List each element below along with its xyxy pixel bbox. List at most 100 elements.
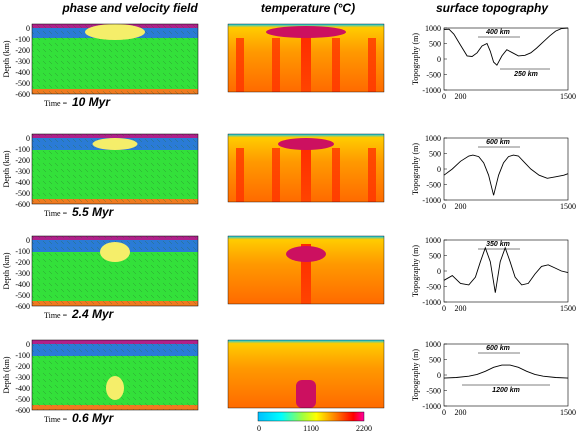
- topo-tick-label: -500: [426, 283, 441, 292]
- topo-tick-label: 1000: [425, 340, 441, 349]
- downwelling: [272, 148, 280, 202]
- phase-frame: [31, 133, 199, 205]
- plume-stem: [301, 142, 311, 202]
- depth-tick-label: -300: [15, 269, 30, 278]
- downwelling: [236, 148, 244, 202]
- topo-tick-label: -1000: [422, 402, 441, 411]
- x-tick-label: 1500: [560, 408, 576, 417]
- temperature-panel: [227, 23, 385, 93]
- depth-ticks: 0 -100 -200 -300 -400 -500 -600: [15, 236, 30, 311]
- downwelling: [236, 38, 244, 92]
- topography-line: [443, 154, 569, 196]
- annotation-primary: 400 km: [485, 29, 510, 36]
- x-tick-label: 200: [455, 92, 467, 101]
- topo-tick-label: -500: [426, 71, 441, 80]
- annotation-primary: 600 km: [486, 345, 510, 352]
- phase-frame: [31, 339, 199, 411]
- downwelling: [332, 38, 340, 92]
- depth-ticks: 0 -100 -200 -300 -400 -500 -600: [15, 24, 30, 99]
- x-tick-label: 0: [442, 92, 446, 101]
- plume-head: [266, 26, 346, 38]
- depth-tick-label: -500: [15, 79, 30, 88]
- plume-head: [286, 246, 326, 262]
- x-tick-label: 0: [442, 408, 446, 417]
- time-word: Time =: [44, 415, 68, 424]
- plume-stem: [301, 32, 311, 92]
- colorbar-mid: 1100: [303, 424, 319, 433]
- depth-tick-label: -600: [15, 406, 30, 415]
- depth-tick-label: -100: [15, 145, 30, 154]
- topography-frame: [443, 27, 569, 91]
- topography-frame: [443, 343, 569, 407]
- depth-tick-label: -200: [15, 46, 30, 55]
- depth-tick-label: 0: [26, 134, 30, 143]
- x-tick-label: 0: [442, 304, 446, 313]
- time-word: Time =: [44, 209, 68, 218]
- x-tick-label: 1500: [560, 202, 576, 211]
- topo-tick-label: 0: [437, 165, 441, 174]
- topo-tick-label: 0: [437, 267, 441, 276]
- topo-axis-label: Topography (m): [411, 349, 420, 401]
- depth-tick-label: -300: [15, 373, 30, 382]
- depth-ticks: 0 -100 -200 -300 -400 -500 -600: [15, 340, 30, 415]
- depth-ticks: 0 -100 -200 -300 -400 -500 -600: [15, 134, 30, 209]
- depth-axis-label: Depth (km): [2, 252, 11, 289]
- depth-tick-label: -500: [15, 291, 30, 300]
- time-value: 5.5 Myr: [72, 205, 115, 219]
- temperature-panel: [227, 235, 385, 305]
- topo-tick-label: -1000: [422, 196, 441, 205]
- header-phase: phase and velocity field: [61, 1, 198, 15]
- phase-frame: [31, 235, 199, 307]
- topo-tick-label: 0: [437, 55, 441, 64]
- depth-tick-label: -300: [15, 167, 30, 176]
- header-topography: surface topography: [436, 1, 549, 15]
- x-tick-label: 200: [455, 304, 467, 313]
- depth-tick-label: -400: [15, 384, 30, 393]
- topography-line: [443, 364, 569, 379]
- topo-tick-label: 1000: [425, 236, 441, 245]
- topo-axis-label: Topography (m): [411, 33, 420, 85]
- depth-tick-label: 0: [26, 340, 30, 349]
- topo-axis-label: Topography (m): [411, 245, 420, 297]
- topo-tick-label: 1000: [425, 24, 441, 33]
- downwelling: [368, 38, 376, 92]
- annotation-primary: 600 km: [486, 139, 510, 146]
- colorbar-min: 0: [257, 424, 261, 433]
- depth-tick-label: -500: [15, 189, 30, 198]
- annotation-secondary: 250 km: [513, 71, 538, 78]
- plume-head: [278, 138, 334, 150]
- phase-panel: [31, 23, 199, 95]
- depth-tick-label: -100: [15, 351, 30, 360]
- topo-tick-label: 500: [429, 356, 441, 365]
- depth-tick-label: -400: [15, 68, 30, 77]
- topo-tick-label: -500: [426, 387, 441, 396]
- downwelling: [272, 38, 280, 92]
- colorbar: 0 1100 2200: [257, 411, 372, 433]
- x-tick-label: 0: [442, 202, 446, 211]
- phase-plume-head: [100, 242, 130, 262]
- time-word: Time =: [44, 311, 68, 320]
- x-tick-label: 200: [455, 202, 467, 211]
- depth-tick-label: 0: [26, 24, 30, 33]
- depth-tick-label: -100: [15, 247, 30, 256]
- panel-row: 0 -100 -200 -300 -400 -500 -600 Depth (km) Time …: [2, 133, 576, 219]
- topography-line: [443, 246, 569, 293]
- depth-tick-label: -200: [15, 156, 30, 165]
- topo-tick-label: 500: [429, 150, 441, 159]
- topo-tick-label: 500: [429, 40, 441, 49]
- x-tick-label: 1500: [560, 304, 576, 313]
- temperature-frame: [227, 339, 385, 409]
- depth-tick-label: -200: [15, 258, 30, 267]
- panel-row: 0 -100 -200 -300 -400 -500 -600 Depth (km) Time …: [2, 23, 576, 109]
- annotation-secondary: 1200 km: [492, 387, 520, 394]
- topo-tick-label: -1000: [422, 298, 441, 307]
- colorbar-gradient: [257, 411, 365, 422]
- depth-tick-label: -200: [15, 362, 30, 371]
- depth-axis-label: Depth (km): [2, 40, 11, 77]
- annotation-primary: 350 km: [486, 241, 510, 248]
- time-value: 0.6 Myr: [72, 411, 115, 425]
- topo-tick-label: 500: [429, 252, 441, 261]
